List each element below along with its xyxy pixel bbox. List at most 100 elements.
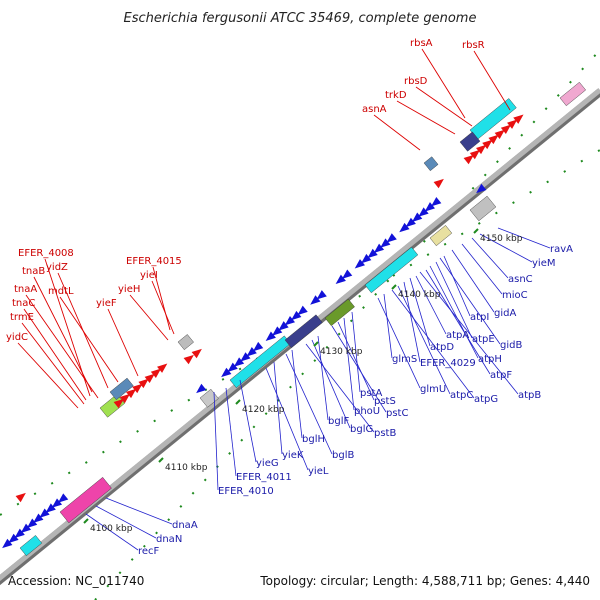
leader-line	[403, 281, 421, 363]
forward-strand-arrow	[15, 492, 26, 503]
kbp-tick-mark	[473, 228, 479, 234]
gene-label: bglB	[332, 450, 354, 461]
reverse-strand-arrow	[399, 222, 410, 233]
gene-labels: rbsA rbsR rbsD trkD asnA EFER_4008 yidZtnaBmdt…	[6, 38, 573, 557]
reverse-strand-arrow	[354, 259, 366, 269]
kbp-tick-label: 4120 kbp	[242, 405, 285, 415]
leader-line	[421, 48, 466, 119]
gene-label: dnaA	[172, 520, 198, 531]
kbp-tick-label: 4100 kbp	[90, 524, 133, 534]
reverse-strand-arrow	[39, 508, 50, 518]
cds-block-cyan	[469, 98, 517, 140]
reverse-strand-arrow	[411, 212, 423, 222]
reverse-strand-arrow	[405, 217, 416, 228]
leader-line	[419, 271, 519, 395]
gene-label: yieM	[532, 258, 555, 269]
kbp-tick-mark	[313, 341, 319, 347]
reverse-strand-arrow	[196, 383, 207, 394]
kbp-tick-mark	[391, 284, 397, 290]
gene-label: asnC	[508, 274, 533, 285]
leader-line	[107, 308, 139, 377]
map-title: Escherichia fergusonii ATCC 35469, compl…	[124, 11, 477, 26]
gene-label: atpG	[474, 394, 498, 405]
gene-label: pstB	[374, 428, 396, 439]
reverse-strand-arrow	[233, 357, 245, 367]
forward-strand-arrow	[463, 154, 474, 165]
leader-line	[415, 86, 473, 127]
gene-label: atpE	[472, 334, 495, 345]
leader-line	[331, 325, 387, 413]
reverse-strand-arrow	[33, 513, 44, 523]
cds-block-cyan	[364, 246, 419, 294]
leader-line	[95, 505, 157, 539]
cds-block-grey	[469, 195, 497, 222]
leader-line	[479, 233, 533, 263]
forward-strand-arrow	[119, 393, 131, 404]
reverse-strand-arrow	[291, 310, 302, 321]
leader-line	[415, 275, 447, 335]
cds-block-steel	[423, 156, 439, 172]
gene-label: pstA	[360, 388, 382, 399]
reverse-strand-arrow	[431, 197, 442, 207]
reverse-strand-arrow	[310, 295, 321, 305]
gene-label: EFER_4015	[126, 256, 182, 267]
gene-label: dnaN	[156, 534, 182, 545]
gene-label: atpA	[446, 330, 469, 341]
gene-label: yieL	[308, 466, 329, 477]
leader-line	[285, 353, 333, 455]
feature-track	[2, 81, 586, 557]
leader-line	[373, 114, 421, 151]
kbp-tick-label: 4130 kbp	[320, 347, 363, 357]
gene-label: EFER_4011	[236, 472, 292, 483]
leader-line	[497, 227, 551, 249]
leader-line	[429, 265, 479, 359]
leader-line	[305, 343, 375, 433]
cds-block-cyan	[19, 535, 43, 557]
leader-line	[383, 293, 393, 359]
reverse-strand-arrow	[246, 347, 257, 357]
leader-line	[225, 387, 237, 477]
leader-line	[25, 294, 99, 399]
forward-strand-arrow	[507, 119, 518, 129]
leader-line	[435, 261, 473, 339]
leader-line	[377, 297, 421, 389]
reverse-strand-arrow	[476, 183, 487, 194]
leader-line	[451, 249, 495, 313]
gene-label: bglG	[350, 424, 373, 435]
gene-label: bglH	[302, 434, 325, 445]
gene-label: mdtL	[48, 286, 74, 297]
gene-label: EFER_4010	[218, 486, 274, 497]
gene-label: asnA	[362, 104, 387, 115]
gene-label: yieF	[96, 298, 117, 309]
cds-block-pale	[429, 225, 453, 247]
reverse-strand-arrow	[341, 269, 353, 279]
cds-block-olive	[324, 298, 355, 327]
cds-block-grey	[177, 334, 194, 351]
forward-strand-arrow	[433, 178, 444, 189]
gene-label: bglF	[328, 416, 349, 427]
gene-label: rbsD	[404, 76, 428, 87]
reverse-strand-arrow	[14, 528, 25, 539]
forward-strand-arrow	[469, 149, 481, 160]
leader-line	[397, 285, 451, 395]
reverse-strand-arrow	[8, 533, 19, 544]
gene-label: atpD	[430, 342, 454, 353]
leader-line	[343, 317, 355, 411]
cds-block-pink	[559, 81, 586, 107]
forward-strand-arrow	[183, 354, 194, 365]
leader-line	[105, 497, 173, 525]
reverse-strand-arrow	[367, 248, 378, 259]
reverse-strand-arrow	[240, 352, 251, 362]
leader-line	[239, 379, 257, 463]
forward-strand-arrow	[150, 368, 162, 378]
gene-label: trkD	[385, 90, 407, 101]
reverse-strand-arrow	[361, 253, 372, 264]
forward-strand-arrow	[488, 134, 499, 145]
kbp-tick-label: 4110 kbp	[165, 463, 208, 473]
leader-line	[17, 342, 79, 409]
leader-line	[152, 266, 171, 331]
reverse-strand-arrow	[380, 238, 391, 248]
reverse-strand-arrow	[284, 316, 296, 326]
gene-label: phoU	[354, 406, 380, 417]
